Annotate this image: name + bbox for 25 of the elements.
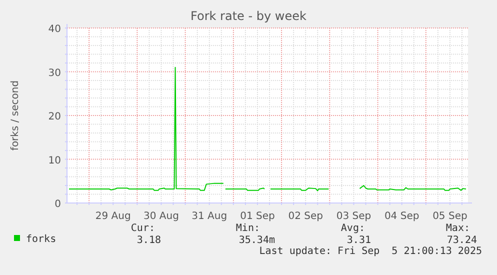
text: Min: <box>236 223 260 234</box>
x-tick-label: 02 Sep <box>288 211 323 222</box>
text: 3.18 <box>136 235 161 246</box>
y-tick-label: 40 <box>48 24 61 35</box>
text: Last update: Fri Sep 5 21:00:13 2025 <box>259 246 482 257</box>
x-tick-label: 30 Aug <box>144 211 179 222</box>
text: Max: <box>446 223 470 234</box>
y-tick-label: 10 <box>48 155 61 166</box>
text: 3.31 <box>346 235 371 246</box>
text: 35.34m <box>238 235 275 246</box>
chart-title: Fork rate - by week <box>190 9 306 23</box>
y-tick-label: 0 <box>54 199 61 210</box>
x-tick-label: 04 Sep <box>384 211 420 222</box>
x-tick-label: 01 Sep <box>240 211 275 222</box>
y-axis-title: forks / second <box>10 80 21 151</box>
y-tick-label: 30 <box>48 68 61 79</box>
text: Avg: <box>340 223 365 234</box>
x-tick-label: 05 Sep <box>432 211 468 222</box>
x-tick-label: 03 Sep <box>336 211 372 222</box>
x-tick-label: 29 Aug <box>95 211 131 222</box>
y-tick-label: 20 <box>48 112 61 122</box>
legend-label: forks <box>26 234 56 245</box>
text: 73.24 <box>446 235 477 246</box>
text: Cur: <box>130 223 155 234</box>
x-tick-label: 31 Aug <box>192 211 228 222</box>
